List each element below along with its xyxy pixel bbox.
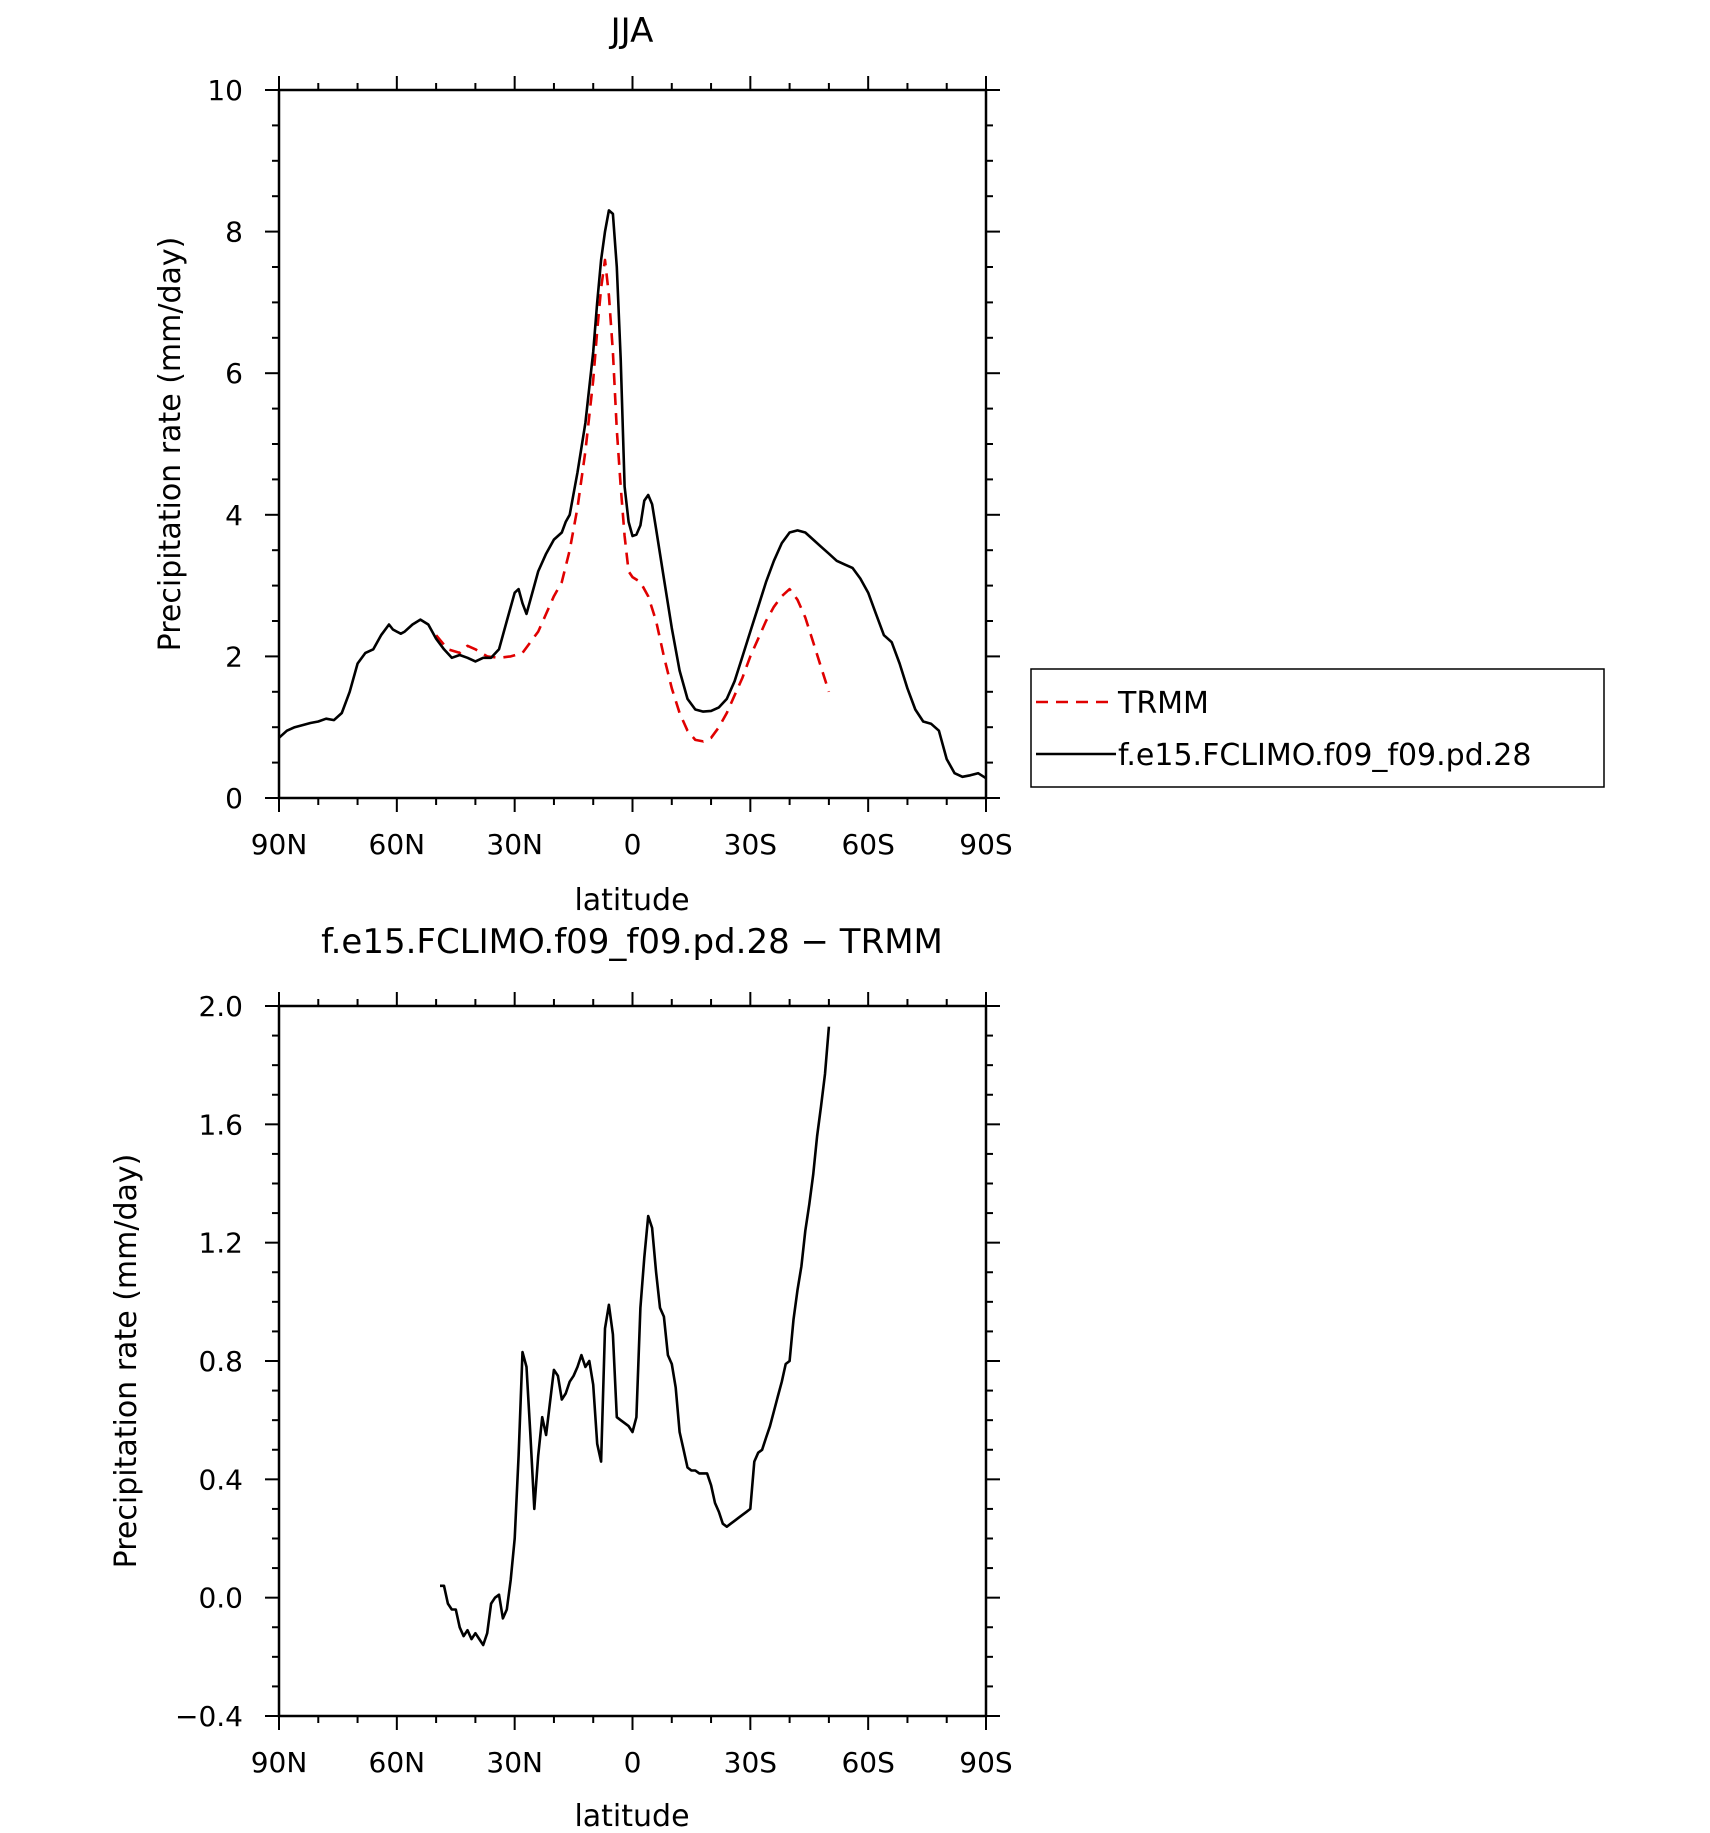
x-tick-label: 30S	[724, 1746, 777, 1779]
top-panel: JJA 0 2 4 6 8 10 90N 60N 30N 0 30S 60S 90S latitude…	[153, 11, 1605, 918]
y-tick-label: 1.6	[198, 1108, 243, 1141]
trmm-series-line	[435, 258, 831, 743]
x-tick-label: 60S	[841, 828, 894, 861]
x-tick-label: 30N	[486, 1746, 543, 1779]
x-tick-label: 60N	[369, 1746, 426, 1779]
y-tick-label: 0.0	[198, 1582, 243, 1615]
x-tick-label: 0	[624, 1746, 642, 1779]
bottom-panel: f.e15.FCLIMO.f09_f09.pd.28 − TRMM −0.4 0.…	[109, 922, 1013, 1833]
difference-series-line	[440, 1026, 831, 1647]
x-tick-label: 30S	[724, 828, 777, 861]
bottom-x-tick-labels: 90N 60N 30N 0 30S 60S 90S	[251, 1746, 1013, 1779]
x-tick-label: 60N	[369, 828, 426, 861]
bottom-x-axis-label: latitude	[574, 1799, 689, 1833]
bottom-plot-frame	[277, 1004, 988, 1718]
y-tick-label: 0.4	[198, 1463, 243, 1496]
x-tick-label: 90N	[251, 828, 308, 861]
top-x-axis-label: latitude	[574, 883, 689, 918]
legend-label-trmm: TRMM	[1117, 686, 1209, 721]
x-tick-label: 0	[624, 828, 642, 861]
legend-box	[1030, 668, 1605, 788]
top-series-lines	[278, 209, 987, 780]
bottom-y-axis-label: Precipitation rate (mm/day)	[109, 1154, 144, 1569]
y-tick-label: 10	[207, 74, 243, 107]
x-tick-label: 90N	[251, 1746, 308, 1779]
top-y-tick-labels: 0 2 4 6 8 10	[207, 74, 243, 815]
y-tick-label: 2	[225, 640, 243, 673]
bottom-chart-title: f.e15.FCLIMO.f09_f09.pd.28 − TRMM	[321, 922, 943, 962]
x-tick-label: 90S	[959, 1746, 1012, 1779]
x-tick-label: 60S	[841, 1746, 894, 1779]
top-x-tick-labels: 90N 60N 30N 0 30S 60S 90S	[251, 828, 1013, 861]
y-tick-label: 0.8	[198, 1345, 243, 1378]
bottom-axis-ticks	[265, 992, 1000, 1730]
y-tick-label: −0.4	[175, 1700, 243, 1733]
y-tick-label: 2.0	[198, 990, 243, 1023]
top-y-axis-label: Precipitation rate (mm/day)	[153, 237, 188, 652]
top-chart-title: JJA	[609, 11, 654, 51]
y-tick-label: 6	[225, 357, 243, 390]
y-tick-label: 4	[225, 499, 243, 532]
y-tick-label: 8	[225, 216, 243, 249]
top-plot-frame	[277, 88, 988, 800]
y-tick-label: 0	[225, 782, 243, 815]
x-tick-label: 30N	[486, 828, 543, 861]
legend: TRMM f.e15.FCLIMO.f09_f09.pd.28	[1030, 668, 1605, 788]
top-axis-ticks	[265, 76, 1000, 812]
model-series-line	[278, 209, 987, 780]
x-tick-label: 90S	[959, 828, 1012, 861]
bottom-series-lines	[440, 1026, 831, 1647]
legend-label-model: f.e15.FCLIMO.f09_f09.pd.28	[1118, 738, 1531, 773]
bottom-y-tick-labels: −0.4 0.0 0.4 0.8 1.2 1.6 2.0	[175, 990, 243, 1733]
y-tick-label: 1.2	[198, 1227, 243, 1260]
